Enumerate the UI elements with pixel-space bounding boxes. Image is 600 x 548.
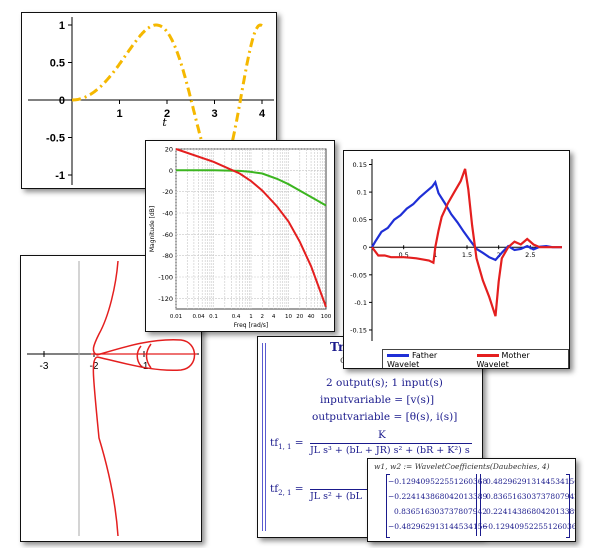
- x-tick-label: 2: [164, 108, 170, 120]
- father-wavelet-line: [371, 179, 562, 262]
- wavelet-legend: Father Wavelet Mother Wavelet: [382, 349, 569, 369]
- doc-heading: Tr: [330, 340, 345, 354]
- tf11-denominator: JL s³ + (bL + JR) s² + (bR + K²) s: [310, 445, 470, 456]
- doc-bracket-left-inner: [265, 343, 266, 531]
- y-tick-label: 0.5: [50, 58, 65, 70]
- y-tick-label: 0.05: [353, 216, 367, 224]
- tf21-sub: 2, 1: [278, 489, 292, 498]
- root-locus-branch: [136, 345, 142, 367]
- root-locus-branch: [92, 356, 119, 537]
- matrix-bracket-left: [386, 474, 390, 538]
- tf21-denominator: JL s² + (bL: [310, 491, 362, 502]
- x-tick-label: 40: [308, 314, 315, 320]
- matrix-cell: −0.129409522551260368: [388, 477, 488, 486]
- matrix-cell: 0.836516303737807942: [394, 507, 488, 516]
- y-tick-label: -1: [55, 170, 65, 182]
- y-tick-label: -40: [162, 210, 173, 218]
- matrix-cell: −0.482962913144534156: [388, 522, 488, 531]
- y-tick-label: -0.1: [354, 299, 367, 307]
- x-tick-label: 1.5: [462, 251, 472, 259]
- matrix-command: w1, w2 := WaveletCoefficients(Daubechies…: [374, 462, 550, 471]
- doc-io-line: 2 output(s); 1 input(s): [326, 377, 443, 389]
- x-tick-label: -3: [40, 361, 49, 372]
- matrix-cell: 0.482962913144534156: [486, 477, 576, 486]
- x-tick-label: 1: [116, 108, 122, 120]
- y-tick-label: 0: [169, 167, 173, 175]
- y-tick-label: -60: [162, 231, 173, 239]
- x-tick-label: 0.1: [209, 314, 218, 320]
- tf11-fraction-line: [310, 443, 472, 444]
- root-locus-branch: [145, 343, 152, 369]
- matrix-cell: 0.224143868042013389: [486, 507, 576, 516]
- y-tick-label: 20: [165, 146, 173, 154]
- mother-wavelet-line: [371, 168, 562, 317]
- y-tick-label: 0.1: [357, 189, 367, 197]
- matrix-divider: [476, 474, 477, 536]
- orange-plot-chart: 1 0.5 0 -0.5 -1 1 2 3 4 t: [28, 17, 274, 185]
- y-tick-label: -0.05: [350, 271, 367, 279]
- x-tick-label: 0.01: [170, 314, 182, 320]
- matrix-cell: 0.836516303737807942: [486, 492, 576, 501]
- matrix-divider-2: [480, 474, 481, 536]
- doc-inputvariable: inputvariable = [v(s)]: [320, 394, 435, 406]
- y-tick-label: -20: [162, 188, 173, 196]
- bode-green-line: [176, 169, 327, 207]
- tf21-label: tf: [270, 483, 279, 495]
- bode-plot-panel: 20 0 -20 -40 -60 -80 -100 -120 0.01 0.04 0.1 0.4 1 2 4…: [145, 140, 335, 332]
- y-tick-label: 1: [59, 20, 65, 32]
- tf11-numerator: K: [378, 429, 386, 441]
- x-tick-label: 0.4: [232, 314, 241, 320]
- doc-tf21: tf2, 1 =: [270, 483, 304, 498]
- y-tick-label: -120: [158, 295, 173, 303]
- legend-father-swatch: [387, 354, 409, 357]
- x-tick-label: 10: [285, 314, 292, 320]
- doc-outputvariable: outputvariable = [θ(s), i(s)]: [312, 411, 458, 423]
- root-locus-chart: -3 -2 -1: [27, 260, 199, 537]
- x-tick-label: 100: [321, 314, 332, 320]
- legend-father-label: Father Wavelet: [387, 351, 438, 369]
- wavelet-coefficients-panel: w1, w2 := WaveletCoefficients(Daubechies…: [367, 458, 576, 542]
- matrix-bracket-right: [566, 474, 570, 538]
- tf11-label: tf: [270, 437, 279, 449]
- bode-red-line: [175, 148, 327, 308]
- x-axis-label: Freq [rad/s]: [234, 322, 269, 329]
- doc-tf11: tf1, 1 =: [270, 437, 304, 452]
- x-tick-label: 2.5: [525, 251, 535, 259]
- x-tick-label: -1: [140, 361, 149, 372]
- x-tick-label: 0.04: [192, 314, 205, 320]
- legend-mother-label: Mother Wavelet: [476, 351, 530, 369]
- legend-mother: Mother Wavelet: [476, 351, 565, 369]
- tf11-sub: 1, 1: [278, 443, 292, 452]
- x-tick-label: 2: [261, 314, 265, 320]
- matrix-cell: −0.129409522551260368: [482, 522, 576, 531]
- y-tick-label: -0.5: [46, 133, 65, 145]
- root-locus-branch: [92, 260, 119, 356]
- y-tick-label: -0.15: [350, 326, 367, 334]
- y-tick-label: -80: [162, 252, 173, 260]
- y-tick-label: 0: [59, 95, 65, 107]
- x-tick-label: 1: [249, 314, 253, 320]
- x-tick-label: 4: [272, 314, 276, 320]
- y-tick-label: 0.15: [353, 161, 367, 169]
- legend-father: Father Wavelet: [387, 351, 472, 369]
- x-tick-label: 0.5: [398, 251, 408, 259]
- bode-plot-chart: 20 0 -20 -40 -60 -80 -100 -120 0.01 0.04 0.1 0.4 1 2 4…: [149, 146, 332, 330]
- x-axis-label: t: [162, 116, 167, 129]
- x-tick-label: 20: [296, 314, 303, 320]
- y-tick-label: 0: [363, 244, 367, 252]
- x-tick-label: 3: [211, 108, 217, 120]
- wavelet-chart: 0.150.10.050-0.05-0.1-0.150.5 1 1.5 2 2.5: [350, 159, 562, 341]
- doc-bracket-left: [262, 343, 263, 531]
- matrix-cell: −0.224143868042013389: [388, 492, 488, 501]
- x-tick-label: 4: [259, 108, 266, 120]
- root-locus-branch: [96, 338, 196, 372]
- wavelet-plot-panel: 0.15 0.1 0.05 0 -0.05 -0.1 -0.15 0.5 1 1.5 2 2.5 Fa…: [343, 150, 570, 369]
- legend-mother-swatch: [476, 354, 499, 357]
- y-tick-label: -100: [158, 274, 173, 282]
- y-axis-label: Magnitude [dB]: [149, 206, 156, 252]
